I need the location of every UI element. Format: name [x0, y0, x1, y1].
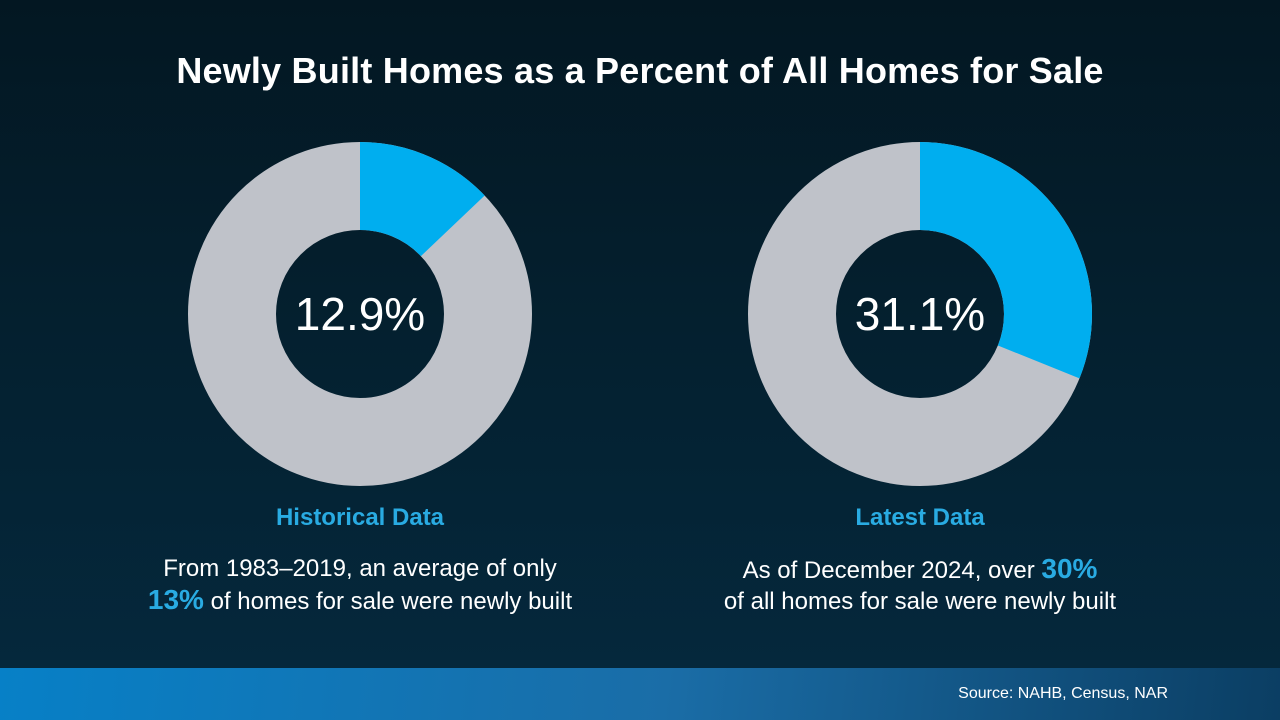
donut-chart-historical: 12.9%	[188, 142, 532, 486]
donut-center-label: 12.9%	[294, 288, 426, 340]
donut-svg-latest	[748, 142, 1092, 486]
caption-line2-rest: of homes for sale were newly built	[203, 588, 573, 615]
chart-caption-latest: As of December 2024, over 30% of all hom…	[724, 553, 1116, 617]
caption-line1-prefix: As of December 2024, over	[742, 557, 1042, 584]
chart-column-historical: 12.9% Historical Data From 1983–2019, an…	[80, 142, 640, 617]
donut-chart-latest: 31.1%	[748, 142, 1092, 486]
footer-bar: Source: NAHB, Census, NAR	[0, 668, 1280, 720]
donut-slice-blue	[748, 142, 1092, 486]
chart-column-latest: 31.1% Latest Data As of December 2024, o…	[640, 142, 1200, 617]
source-text: Source: NAHB, Census, NAR	[958, 685, 1168, 702]
chart-heading-historical: Historical Data	[275, 504, 445, 531]
caption-line2: of all homes for sale were newly built	[723, 588, 1117, 615]
donut-svg-historical	[188, 142, 532, 486]
caption-emphasis: 30%	[1041, 553, 1098, 584]
charts-row: 12.9% Historical Data From 1983–2019, an…	[80, 142, 1200, 617]
donut-slice-blue	[188, 142, 532, 486]
chart-heading-latest: Latest Data	[855, 504, 985, 531]
chart-caption-historical: From 1983–2019, an average of only 13% o…	[148, 553, 572, 617]
page-title: Newly Built Homes as a Percent of All Ho…	[176, 50, 1104, 91]
donut-center-label: 31.1%	[854, 288, 986, 340]
caption-emphasis: 13%	[147, 584, 204, 615]
caption-line1: From 1983–2019, an average of only	[163, 555, 557, 582]
